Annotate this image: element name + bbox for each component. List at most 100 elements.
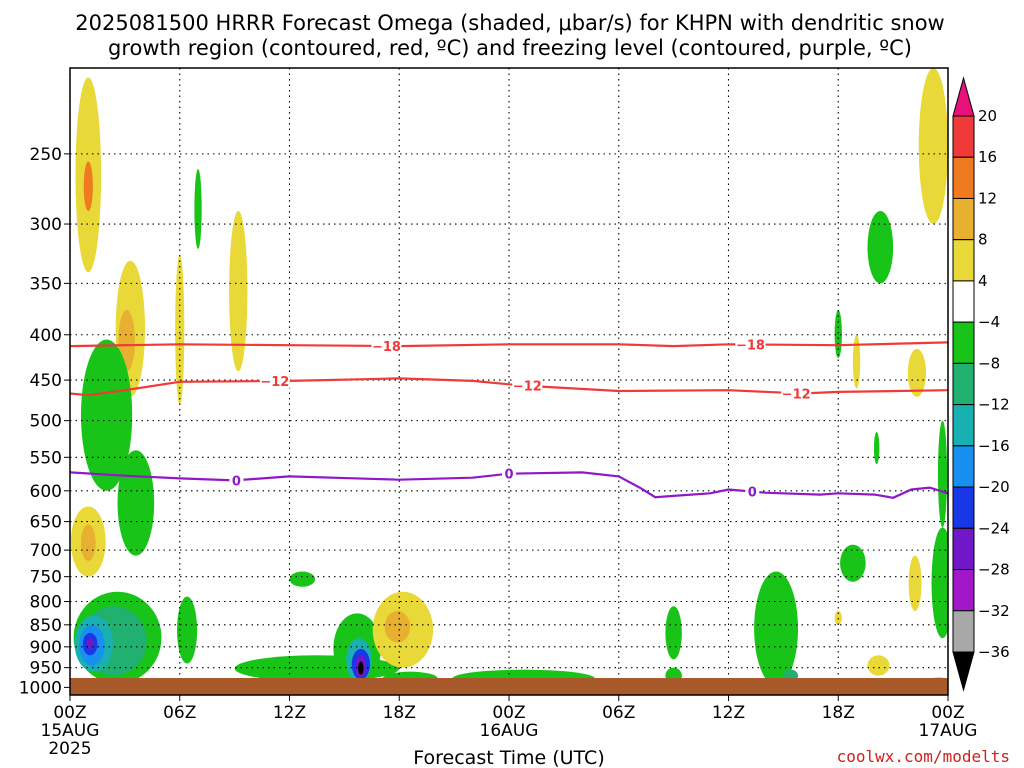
contour-label-background	[259, 374, 290, 389]
y-tick-label: 350	[30, 274, 62, 294]
contour-label: −12	[513, 380, 542, 395]
contour-line--18	[70, 341, 948, 348]
omega-shaded-region	[358, 661, 364, 675]
omega-shaded-region	[117, 450, 155, 556]
omega-shaded-region	[834, 309, 842, 359]
plot-area: −18 −18 −12 −12 −12 0 0 0	[69, 67, 949, 696]
y-tick-label: 700	[30, 541, 62, 561]
contour-label: −12	[260, 375, 289, 390]
contour-label-background	[229, 473, 244, 488]
x-tick-label: 06Z	[602, 703, 635, 723]
colorbar-swatch	[952, 569, 975, 612]
colorbar-label: −28	[978, 561, 1010, 579]
colorbar-min-triangle	[952, 651, 975, 692]
credit-text: coolwx.com/modelts	[837, 747, 1010, 766]
contour-label: −18	[372, 340, 401, 355]
y-tick-label: 750	[30, 568, 62, 588]
omega-shaded-region	[867, 655, 890, 676]
x-tick-label: 12Z	[273, 703, 306, 723]
chart-title-line1: 2025081500 HRRR Forecast Omega (shaded, …	[75, 11, 944, 35]
y-tick-label: 1000	[19, 678, 62, 698]
x-tick-label: 06Z	[163, 703, 196, 723]
colorbar-label: 8	[978, 231, 988, 249]
y-tick-label: 450	[30, 371, 62, 391]
x-tick-date-label: 17AUG	[919, 721, 978, 741]
y-tick-label: 300	[30, 215, 62, 235]
colorbar-label: 16	[978, 148, 997, 166]
colorbar-label: −16	[978, 437, 1010, 455]
omega-shaded-region	[83, 161, 93, 211]
colorbar-swatch	[952, 280, 975, 323]
omega-shaded-region	[80, 339, 133, 491]
omega-shaded-region	[907, 348, 927, 397]
colorbar-swatch	[952, 445, 975, 488]
contour-label-background	[745, 484, 760, 499]
contour-label: −18	[736, 338, 765, 353]
chart-title-line2: growth region (contoured, red, ºC) and f…	[108, 36, 912, 60]
y-tick-label: 850	[30, 616, 62, 636]
colorbar-max-triangle	[952, 76, 975, 117]
contour-label-background	[735, 337, 766, 352]
colorbar-swatch	[952, 156, 975, 199]
contour-label: 0	[232, 474, 241, 489]
colorbar-label: 12	[978, 189, 997, 207]
y-tick-label: 900	[30, 638, 62, 658]
omega-shaded-region	[665, 606, 682, 660]
omega-shaded-region	[175, 254, 185, 405]
omega-shaded-region	[194, 168, 202, 249]
x-tick-label: 00Z	[53, 703, 86, 723]
contour-line-0	[70, 471, 948, 499]
omega-shaded-region	[873, 432, 880, 465]
colorbar-swatch	[952, 610, 975, 653]
omega-shaded-region	[918, 68, 948, 225]
colorbar-swatch	[952, 404, 975, 447]
colorbar-swatch	[952, 362, 975, 406]
x-tick-date-label: 16AUG	[480, 721, 539, 741]
contour-label-background	[781, 386, 812, 401]
colorbar-label: −36	[978, 643, 1010, 661]
contour-label: 0	[504, 468, 513, 483]
y-tick-label: 250	[30, 145, 62, 165]
contour-label-background	[371, 339, 402, 354]
colorbar-label: −20	[978, 478, 1010, 496]
x-tick-label: 00Z	[931, 703, 964, 723]
contour-label: 0	[748, 486, 757, 501]
x-tick-label: 12Z	[712, 703, 745, 723]
omega-shaded-region	[908, 555, 922, 612]
y-tick-label: 800	[30, 593, 62, 613]
y-tick-label: 550	[30, 448, 62, 468]
omega-shaded-region	[384, 611, 411, 643]
colorbar-label: −32	[978, 602, 1010, 620]
x-tick-date-label: 15AUG	[41, 721, 100, 741]
colorbar-swatch	[952, 239, 975, 282]
contour-label-background	[502, 466, 516, 481]
omega-shaded-region	[80, 524, 96, 561]
colorbar-swatch	[952, 197, 975, 241]
omega-shaded-region	[229, 210, 248, 372]
colorbar-swatch	[952, 321, 975, 364]
omega-shaded-region	[867, 210, 894, 284]
y-tick-label: 650	[30, 513, 62, 533]
x-tick-label: 18Z	[383, 703, 416, 723]
x-tick-year-label: 2025	[48, 739, 91, 759]
x-tick-label: 00Z	[492, 703, 525, 723]
x-tick-label: 18Z	[822, 703, 855, 723]
omega-shaded-region	[840, 544, 866, 582]
omega-shaded-region	[931, 527, 948, 639]
contour-label: −12	[782, 387, 811, 402]
omega-shaded-region	[852, 334, 861, 389]
omega-shaded-region	[754, 571, 799, 686]
colorbar-label: 4	[978, 272, 988, 290]
y-tick-label: 950	[30, 659, 62, 679]
omega-shaded-region	[86, 638, 94, 649]
colorbar-swatch	[952, 115, 975, 158]
x-axis-label: Forecast Time (UTC)	[413, 747, 604, 768]
colorbar: 20 16 12 8 4 −4 −8 −12 −16 −20 −24 −28 −32 −36	[952, 76, 1010, 692]
colorbar-label: −4	[978, 313, 1000, 331]
omega-shaded-region	[289, 571, 316, 587]
colorbar-swatch	[952, 527, 975, 571]
omega-shaded-region	[834, 611, 842, 625]
y-tick-label: 400	[30, 326, 62, 346]
omega-shaded-region	[118, 309, 135, 372]
